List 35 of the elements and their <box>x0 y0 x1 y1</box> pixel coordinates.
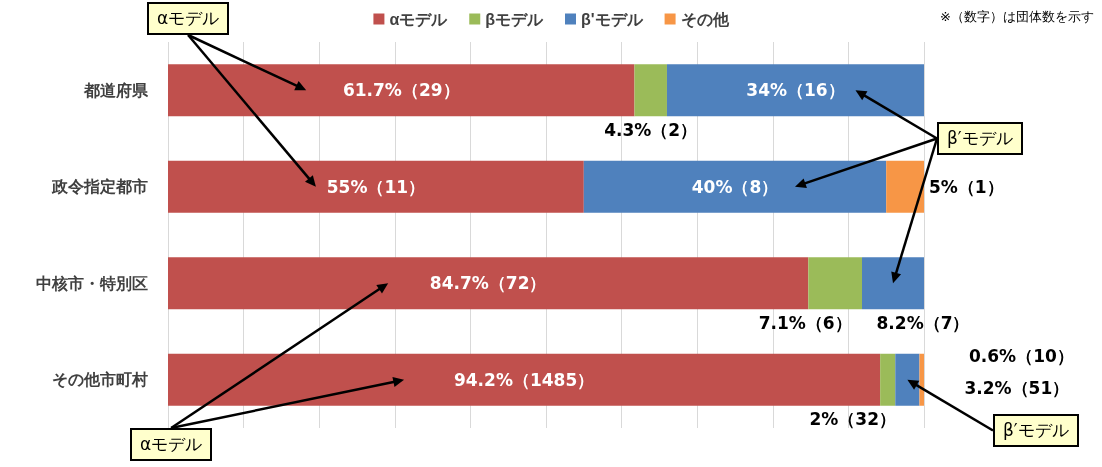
data-label: 34%（16） <box>746 80 845 101</box>
bar <box>808 257 863 310</box>
data-label: 5%（1） <box>929 176 1004 197</box>
data-label: 4.3%（2） <box>604 119 698 140</box>
data-label: 61.7%（29） <box>342 80 460 101</box>
bar <box>634 64 667 117</box>
legend-label: β'モデル <box>581 10 644 28</box>
data-label: 7.1%（6） <box>758 312 852 333</box>
data-label: 94.2%（1485） <box>453 369 595 390</box>
text: ※（数字）は団体数を示す <box>940 8 1094 26</box>
y-tick-label: 政令指定都市 <box>51 178 148 196</box>
data-label: 8.2%（7） <box>876 312 970 333</box>
data-label: 40%（8） <box>691 176 779 197</box>
data-label: 84.7%（72） <box>429 273 547 294</box>
data-label: 55%（11） <box>326 176 426 197</box>
y-tick-label: 都道府県 <box>83 80 149 99</box>
bar <box>168 64 635 117</box>
text: β′モデル <box>937 122 1023 155</box>
bar <box>886 160 924 213</box>
bar <box>168 257 809 310</box>
text: β′モデル <box>993 414 1079 447</box>
legend-label: αモデル <box>389 10 449 28</box>
text: αモデル <box>130 428 213 461</box>
data-label: 2%（32） <box>809 409 896 430</box>
text: αモデル <box>147 2 230 35</box>
y-tick-label: 中核市・特別区 <box>36 274 148 292</box>
legend-label: βモデル <box>485 10 545 28</box>
data-label: 3.2%（51） <box>964 377 1070 398</box>
bar <box>919 353 924 406</box>
data-label: 0.6%（10） <box>969 345 1074 366</box>
bar <box>168 160 584 213</box>
bar <box>880 353 896 406</box>
y-tick-label: その他市町村 <box>52 371 148 390</box>
legend-label: その他 <box>680 10 730 29</box>
bar <box>168 353 881 406</box>
